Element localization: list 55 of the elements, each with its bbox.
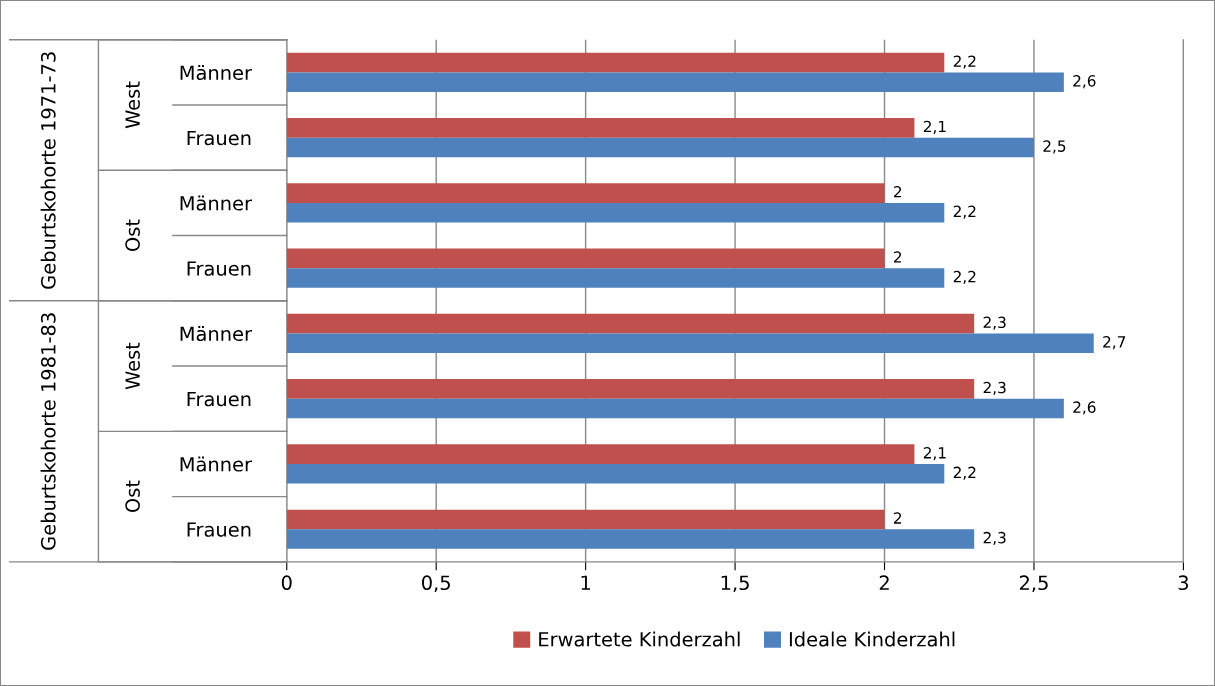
bar xyxy=(286,509,885,530)
bar xyxy=(286,529,975,549)
x-tick-label: 3 xyxy=(1178,575,1189,591)
text: West xyxy=(125,81,140,129)
bar xyxy=(286,268,945,288)
y-tick-label: Männer xyxy=(180,456,253,472)
legend-label: Ideale Kinderzahl xyxy=(789,631,955,647)
y-tick-label: Frauen xyxy=(187,130,251,146)
y-tick-label: Frauen xyxy=(187,522,251,537)
y-tick-label: Männer xyxy=(180,195,253,211)
data-label: 2,5 xyxy=(1043,140,1066,154)
text: Ost xyxy=(125,219,140,251)
x-tick-label: 1 xyxy=(581,575,591,590)
data-label: 2,2 xyxy=(953,205,976,219)
y-tick-label: Männer xyxy=(180,65,253,81)
bar xyxy=(286,52,945,73)
text: Ost xyxy=(125,480,140,513)
bar xyxy=(286,398,1064,419)
data-label: 2 xyxy=(893,186,902,198)
bar xyxy=(286,463,945,484)
data-label: 2,7 xyxy=(1103,336,1126,350)
data-label: 2,2 xyxy=(953,270,976,284)
data-label: 2,6 xyxy=(1073,401,1096,415)
data-label: 2 xyxy=(893,251,902,263)
bar xyxy=(286,202,945,223)
text: Geburtskohorte 1971-73 xyxy=(40,52,56,289)
x-tick-label: 2 xyxy=(879,575,889,590)
bar xyxy=(286,183,885,203)
bar xyxy=(286,248,885,269)
text: West xyxy=(125,342,140,390)
data-label: 2,3 xyxy=(983,316,1006,330)
y-tick-label: Männer xyxy=(180,326,253,342)
data-label: 2 xyxy=(893,512,902,524)
data-label: 2,3 xyxy=(983,531,1006,545)
bar xyxy=(286,313,975,334)
y-tick-label: Frauen xyxy=(187,391,251,407)
y-tick-label: Frauen xyxy=(187,261,251,276)
data-label: 2,2 xyxy=(953,466,976,480)
data-label: 2,2 xyxy=(953,55,976,69)
bar xyxy=(286,72,1064,92)
data-label: 2,1 xyxy=(923,120,946,134)
x-tick-label: 1,5 xyxy=(721,575,749,593)
x-tick-label: 0,5 xyxy=(422,575,450,593)
data-label: 2,3 xyxy=(983,381,1006,395)
bar xyxy=(286,137,1034,158)
text: Geburtskohorte 1981-83 xyxy=(40,313,56,550)
x-tick-label: 2,5 xyxy=(1019,575,1048,593)
bar xyxy=(286,444,915,464)
bar xyxy=(286,379,975,399)
data-label: 2,6 xyxy=(1073,75,1096,89)
bar xyxy=(286,118,915,138)
x-tick-label: 0 xyxy=(281,575,292,591)
bar xyxy=(286,333,1094,354)
data-label: 2,1 xyxy=(923,447,946,461)
legend-label: Erwartete Kinderzahl xyxy=(539,631,740,647)
